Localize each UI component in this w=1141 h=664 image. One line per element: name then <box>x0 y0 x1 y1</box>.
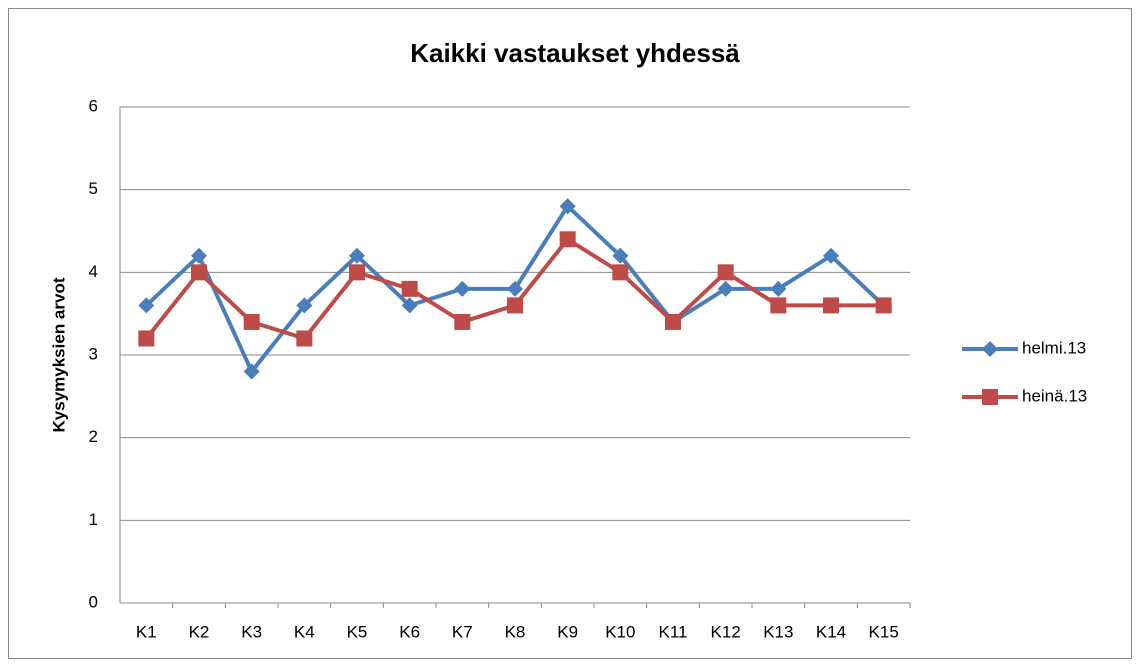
marker <box>875 297 892 314</box>
marker <box>243 313 260 330</box>
marker <box>401 280 418 297</box>
x-tick-label: K4 <box>294 622 315 641</box>
x-tick-label: K6 <box>399 622 420 641</box>
marker <box>823 297 839 314</box>
marker <box>349 264 365 281</box>
y-tick-label: 1 <box>89 510 98 529</box>
marker <box>243 363 260 380</box>
legend-marker <box>982 341 998 357</box>
marker <box>401 297 418 314</box>
marker <box>296 330 313 347</box>
marker <box>823 247 839 264</box>
x-tick-label: K1 <box>136 622 157 641</box>
marker <box>454 313 471 330</box>
x-tick-label: K2 <box>189 622 210 641</box>
marker <box>559 198 576 215</box>
y-axis-label: Kysymyksien arvot <box>49 277 68 432</box>
marker <box>507 297 523 314</box>
x-tick-label: K11 <box>659 622 688 641</box>
x-tick-label: K8 <box>505 622 526 641</box>
x-tick-label: K12 <box>711 622 741 641</box>
marker <box>507 280 523 297</box>
legend-label: helmi.13 <box>1022 338 1086 357</box>
x-tick-label: K15 <box>869 622 899 641</box>
marker <box>612 247 629 264</box>
legend-marker <box>982 389 998 405</box>
x-tick-label: K13 <box>763 622 793 641</box>
x-tick-label: K5 <box>347 622 368 641</box>
y-tick-label: 4 <box>89 262 98 281</box>
marker <box>454 280 471 297</box>
marker <box>349 247 365 264</box>
marker <box>717 280 734 297</box>
marker <box>191 247 207 264</box>
marker <box>138 330 155 347</box>
x-tick-label: K9 <box>557 622 578 641</box>
x-tick-label: K3 <box>241 622 262 641</box>
marker <box>665 313 681 330</box>
y-tick-label: 5 <box>89 179 98 198</box>
marker <box>296 297 313 314</box>
y-tick-label: 0 <box>89 592 98 611</box>
x-tick-label: K10 <box>605 622 635 641</box>
marker <box>717 264 734 281</box>
chart-frame <box>8 8 1132 659</box>
y-tick-label: 2 <box>89 427 98 446</box>
marker <box>191 264 207 281</box>
chart-title: Kaikki vastaukset yhdessä <box>410 38 740 68</box>
x-tick-label: K7 <box>452 622 473 641</box>
y-tick-label: 3 <box>89 344 98 363</box>
marker <box>138 297 155 314</box>
marker <box>770 280 787 297</box>
x-tick-label: K14 <box>816 622 846 641</box>
marker <box>770 297 787 314</box>
marker <box>612 264 629 281</box>
marker <box>559 231 576 248</box>
y-tick-label: 6 <box>89 96 98 115</box>
legend-label: heinä.13 <box>1022 386 1087 405</box>
